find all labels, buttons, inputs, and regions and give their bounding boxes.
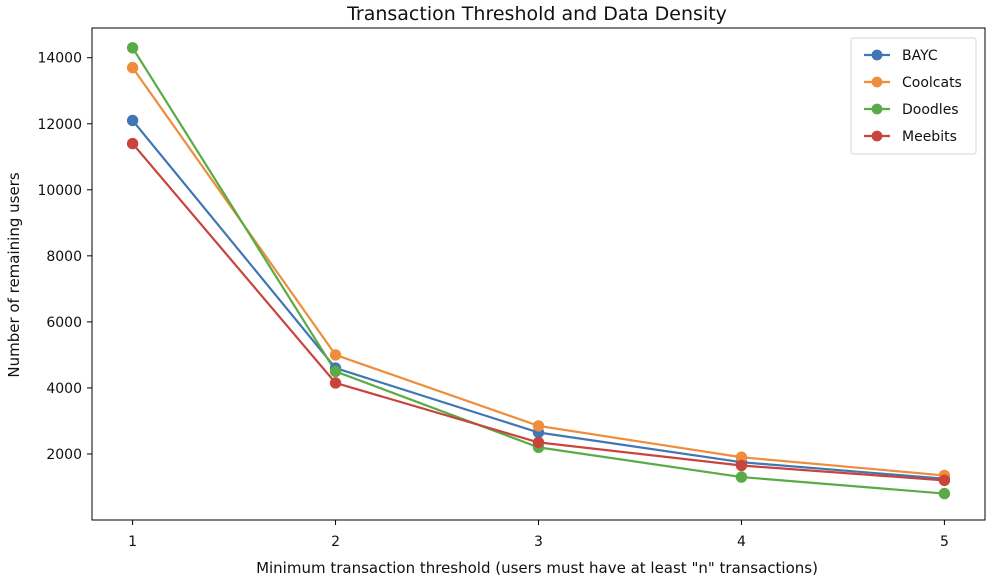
data-point-doodles-2	[329, 365, 342, 378]
x-tick-label-1: 1	[128, 534, 137, 550]
data-point-meebits-2	[329, 377, 342, 389]
y-axis-label: Number of remaining users	[5, 172, 23, 377]
legend-label-coolcats: Coolcats	[902, 75, 962, 91]
data-point-meebits-3	[532, 436, 545, 449]
data-point-doodles-4	[735, 471, 748, 483]
y-tick-label-6000: 6000	[46, 315, 82, 331]
data-point-meebits-4	[735, 459, 748, 472]
x-tick-label-5: 5	[940, 534, 949, 550]
data-point-doodles-1	[126, 42, 139, 54]
x-tick-label-3: 3	[534, 534, 543, 550]
data-point-doodles-5	[938, 487, 951, 500]
y-tick-label-2000: 2000	[46, 447, 82, 463]
x-tick-label-4: 4	[737, 534, 746, 550]
legend-label-bayc: BAYC	[902, 48, 938, 64]
chart-title: Transaction Threshold and Data Density	[346, 3, 727, 25]
x-axis-label: Minimum transaction threshold (users mus…	[256, 559, 818, 577]
y-tick-label-14000: 14000	[37, 51, 82, 67]
data-point-coolcats-2	[329, 349, 342, 361]
legend-marker-bayc	[871, 49, 883, 61]
y-tick-label-12000: 12000	[37, 117, 82, 133]
y-tick-label-10000: 10000	[37, 183, 82, 199]
legend-marker-coolcats	[871, 76, 883, 88]
legend-marker-doodles	[871, 103, 883, 115]
legend: BAYC Coolcats Doodles Meebits	[850, 37, 977, 155]
series-line-coolcats	[131, 66, 946, 477]
y-axis-ticks: 2000 4000 6000 8000 10000 12000 14000	[37, 51, 92, 463]
plot-area: 1 2 3 4 5 2000 4000 6000 8000 10000 12000 14000	[37, 27, 986, 550]
legend-box	[850, 37, 977, 155]
legend-label-meebits: Meebits	[902, 129, 957, 145]
y-tick-label-4000: 4000	[46, 381, 82, 397]
data-point-meebits-5	[938, 474, 951, 487]
data-point-coolcats-1	[126, 61, 139, 74]
y-tick-label-8000: 8000	[46, 249, 82, 265]
data-point-coolcats-3	[532, 420, 545, 432]
legend-label-doodles: Doodles	[902, 102, 959, 118]
data-point-meebits-1	[126, 137, 139, 150]
series-points	[126, 42, 951, 500]
x-tick-label-2: 2	[331, 534, 340, 550]
data-point-bayc-1	[126, 114, 139, 127]
x-axis-ticks: 1 2 3 4 5	[128, 520, 949, 550]
legend-marker-meebits	[871, 130, 883, 142]
